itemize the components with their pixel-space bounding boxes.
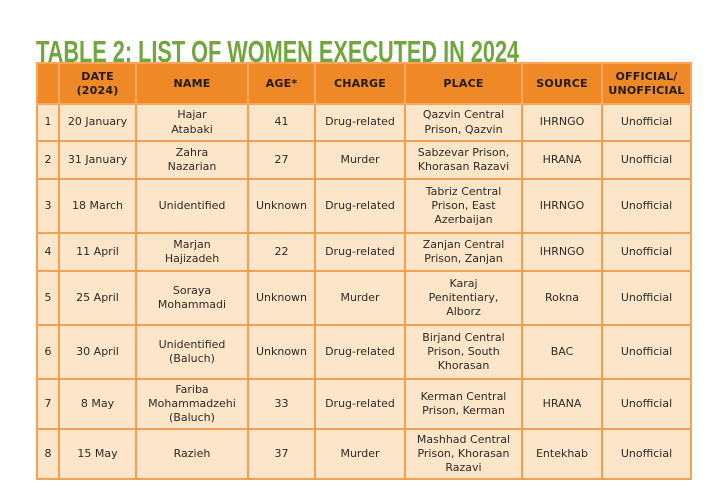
cell-source: HRANA [521, 140, 603, 180]
header-age: AGE* [247, 62, 316, 105]
cell-place: Mashhad Central Prison, Khorasan Razavi [404, 428, 523, 480]
cell-age: 41 [247, 103, 316, 142]
cell-source: IHRNGO [521, 103, 603, 142]
table-row: 1 20 January Hajar Atabaki 41 Drug-relat… [36, 103, 692, 142]
header-charge: CHARGE [314, 62, 406, 105]
cell-date: 18 March [58, 178, 137, 234]
table-row: 2 31 January Zahra Nazarian 27 Murder Sa… [36, 140, 692, 180]
cell-name: Zahra Nazarian [135, 140, 249, 180]
cell-row-number: 4 [36, 232, 60, 272]
table-row: 7 8 May Fariba Mohammadzehi (Baluch) 33 … [36, 378, 692, 430]
cell-row-number: 6 [36, 324, 60, 380]
cell-place: Kerman Central Prison, Kerman [404, 378, 523, 430]
cell-source: IHRNGO [521, 232, 603, 272]
cell-age: 37 [247, 428, 316, 480]
cell-official: Unofficial [601, 140, 692, 180]
cell-official: Unofficial [601, 178, 692, 234]
cell-date: 30 April [58, 324, 137, 380]
cell-charge: Murder [314, 140, 406, 180]
cell-row-number: 3 [36, 178, 60, 234]
page-title: TABLE 2: LIST OF WOMEN EXECUTED IN 2024 [36, 33, 520, 69]
executions-table-container: DATE (2024) NAME AGE* CHARGE PLACE SOURC… [36, 62, 692, 480]
cell-charge: Murder [314, 428, 406, 480]
header-place: PLACE [404, 62, 523, 105]
cell-charge: Drug-related [314, 232, 406, 272]
cell-name: Fariba Mohammadzehi (Baluch) [135, 378, 249, 430]
cell-place: Sabzevar Prison, Khorasan Razavi [404, 140, 523, 180]
cell-name: Soraya Mohammadi [135, 270, 249, 326]
header-date: DATE (2024) [58, 62, 137, 105]
table-row: 8 15 May Razieh 37 Murder Mashhad Centra… [36, 428, 692, 480]
cell-official: Unofficial [601, 428, 692, 480]
cell-place: Qazvin Central Prison, Qazvin [404, 103, 523, 142]
cell-official: Unofficial [601, 270, 692, 326]
header-source: SOURCE [521, 62, 603, 105]
cell-row-number: 5 [36, 270, 60, 326]
cell-place: Birjand Central Prison, South Khorasan [404, 324, 523, 380]
cell-official: Unofficial [601, 103, 692, 142]
cell-name: Unidentified (Baluch) [135, 324, 249, 380]
cell-date: 25 April [58, 270, 137, 326]
cell-age: 27 [247, 140, 316, 180]
table-row: 3 18 March Unidentified Unknown Drug-rel… [36, 178, 692, 234]
cell-age: Unknown [247, 324, 316, 380]
cell-row-number: 8 [36, 428, 60, 480]
cell-name: Unidentified [135, 178, 249, 234]
cell-charge: Murder [314, 270, 406, 326]
cell-official: Unofficial [601, 324, 692, 380]
cell-source: BAC [521, 324, 603, 380]
table-row: 4 11 April Marjan Hajizadeh 22 Drug-rela… [36, 232, 692, 272]
header-official: OFFICIAL/ UNOFFICIAL [601, 62, 692, 105]
cell-place: Tabriz Central Prison, East Azerbaijan [404, 178, 523, 234]
cell-official: Unofficial [601, 378, 692, 430]
cell-age: 33 [247, 378, 316, 430]
cell-date: 15 May [58, 428, 137, 480]
cell-charge: Drug-related [314, 324, 406, 380]
cell-charge: Drug-related [314, 103, 406, 142]
cell-source: HRANA [521, 378, 603, 430]
cell-charge: Drug-related [314, 378, 406, 430]
cell-age: Unknown [247, 178, 316, 234]
cell-source: Entekhab [521, 428, 603, 480]
cell-name: Marjan Hajizadeh [135, 232, 249, 272]
cell-place: Karaj Penitentiary, Alborz [404, 270, 523, 326]
table-row: 6 30 April Unidentified (Baluch) Unknown… [36, 324, 692, 380]
cell-source: Rokna [521, 270, 603, 326]
cell-place: Zanjan Central Prison, Zanjan [404, 232, 523, 272]
cell-name: Razieh [135, 428, 249, 480]
cell-date: 20 January [58, 103, 137, 142]
table-row: 5 25 April Soraya Mohammadi Unknown Murd… [36, 270, 692, 326]
cell-age: 22 [247, 232, 316, 272]
cell-row-number: 2 [36, 140, 60, 180]
cell-charge: Drug-related [314, 178, 406, 234]
cell-date: 8 May [58, 378, 137, 430]
cell-official: Unofficial [601, 232, 692, 272]
cell-age: Unknown [247, 270, 316, 326]
cell-date: 31 January [58, 140, 137, 180]
table-header-row: DATE (2024) NAME AGE* CHARGE PLACE SOURC… [36, 62, 692, 105]
cell-source: IHRNGO [521, 178, 603, 234]
cell-name: Hajar Atabaki [135, 103, 249, 142]
header-index [36, 62, 60, 105]
header-name: NAME [135, 62, 249, 105]
executions-table: DATE (2024) NAME AGE* CHARGE PLACE SOURC… [36, 62, 692, 480]
cell-date: 11 April [58, 232, 137, 272]
cell-row-number: 7 [36, 378, 60, 430]
cell-row-number: 1 [36, 103, 60, 142]
